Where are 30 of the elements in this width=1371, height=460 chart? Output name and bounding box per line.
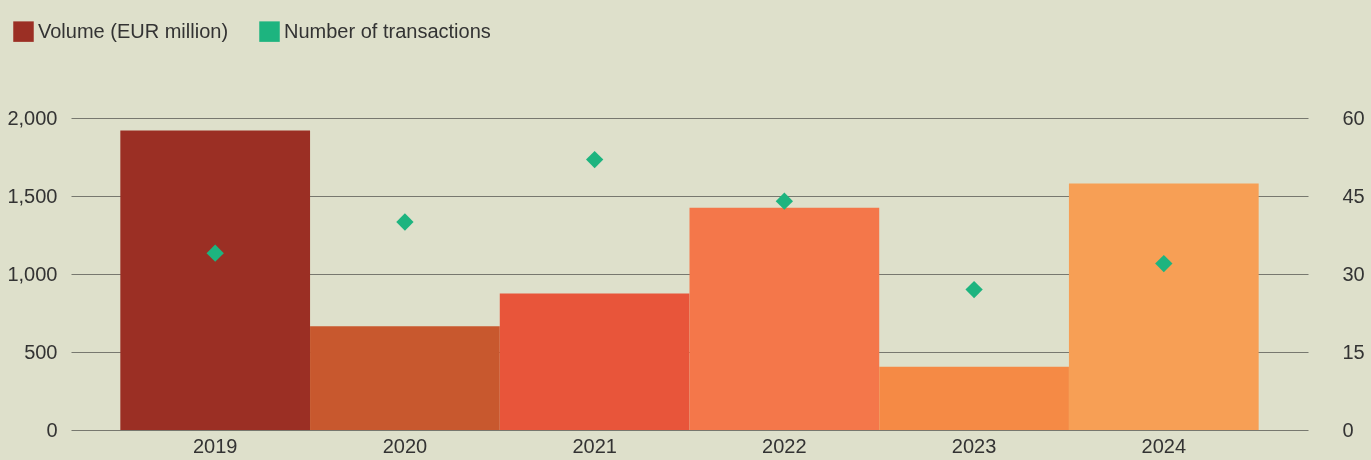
point [965, 280, 983, 299]
x-tick-label: 2023 [951, 434, 997, 457]
point [775, 192, 794, 210]
bar [120, 130, 311, 430]
y2-tick-label: 30 [1342, 262, 1365, 285]
point [585, 150, 604, 169]
y-tick-label: 0 [46, 418, 58, 441]
y2-tick-label: 45 [1342, 184, 1365, 207]
y2-tick-label: 15 [1342, 340, 1365, 363]
point [396, 213, 414, 231]
x-tick-label: 2024 [1141, 434, 1187, 457]
y2-tick-label: 0 [1342, 418, 1354, 441]
legend-label: Volume (EUR million) [38, 19, 229, 42]
y-tick-label: 2,000 [7, 106, 58, 129]
point [206, 244, 224, 262]
point [1155, 254, 1173, 273]
y-tick-label: 1,500 [7, 184, 58, 207]
x-tick-label: 2020 [382, 434, 428, 457]
y-tick-label: 500 [24, 340, 58, 363]
bar [879, 366, 1069, 430]
x-tick-label: 2022 [762, 434, 807, 457]
x-tick-label: 2021 [572, 434, 617, 457]
bar [310, 326, 500, 430]
y2-tick-label: 60 [1342, 106, 1365, 129]
bar [1068, 183, 1259, 430]
legend-label: Number of transactions [284, 19, 491, 42]
x-tick-label: 2019 [192, 434, 238, 457]
bar [689, 207, 880, 430]
y-tick-label: 1,000 [7, 262, 58, 285]
bar [499, 293, 690, 430]
